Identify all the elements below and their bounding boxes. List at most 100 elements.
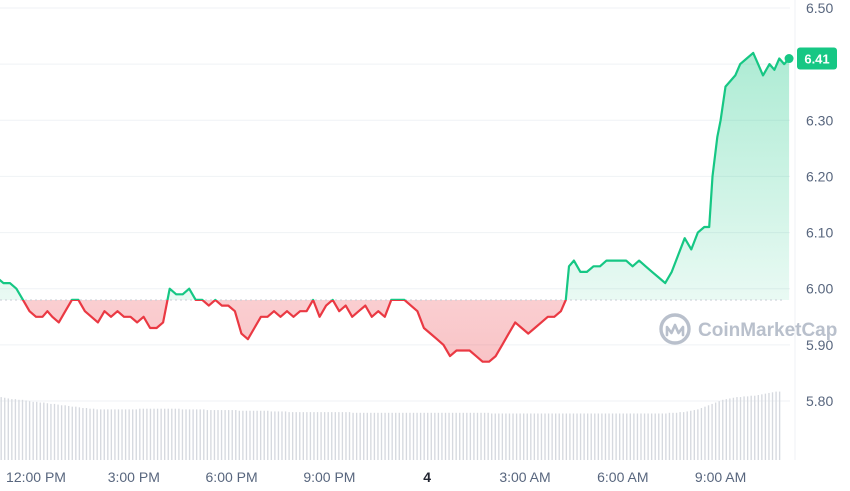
volume-bar (675, 412, 678, 460)
volume-bar (327, 412, 329, 460)
volume-bar (778, 391, 781, 460)
volume-bar (501, 413, 504, 460)
volume-bar (430, 412, 432, 460)
volume-bar (227, 410, 230, 460)
volume-bar (483, 412, 486, 460)
x-tick-label: 12:00 PM (6, 469, 66, 485)
volume-bar (306, 412, 308, 460)
volume-bar (11, 399, 13, 460)
volume-bar (636, 413, 639, 460)
volume-bar (643, 413, 646, 460)
volume-bar (693, 410, 695, 460)
volume-bar (718, 401, 720, 460)
volume-bar (36, 401, 38, 460)
volume-bar (530, 413, 532, 460)
volume-bar (736, 397, 738, 460)
volume-bar (71, 406, 73, 460)
volume-bar (60, 405, 63, 460)
volume-bar (373, 412, 376, 460)
volume-bar (398, 412, 400, 460)
volume-bar (491, 413, 493, 460)
volume-bar (665, 413, 667, 460)
volume-bar (43, 402, 45, 460)
current-price-dot (784, 54, 794, 64)
volume-bar (25, 400, 27, 460)
volume-bar (462, 412, 464, 460)
volume-bar (604, 413, 607, 460)
volume-bar (82, 408, 84, 460)
volume-bars (0, 391, 781, 460)
volume-bar (540, 413, 543, 460)
volume-bar (14, 399, 17, 460)
volume-bar (89, 408, 91, 460)
y-tick-label: 6.30 (806, 112, 833, 128)
volume-bar (171, 408, 173, 460)
volume-bar (494, 413, 496, 460)
volume-bar (512, 413, 514, 460)
volume-bar (167, 408, 169, 460)
volume-bar (608, 413, 610, 460)
volume-bar (366, 412, 368, 460)
volume-bar (252, 410, 255, 460)
volume-bar (423, 412, 425, 460)
volume-bar (117, 409, 120, 460)
volume-bar (174, 408, 177, 460)
volume-bar (576, 413, 578, 460)
volume-bar (412, 412, 415, 460)
volume-bar (647, 413, 649, 460)
volume-bar (196, 409, 198, 460)
volume-bar (323, 412, 326, 460)
volume-bar (132, 409, 134, 460)
x-tick-label: 6:00 AM (597, 469, 648, 485)
volume-bar (309, 412, 312, 460)
volume-bar (245, 410, 248, 460)
volume-bar (192, 409, 194, 460)
volume-bar (103, 409, 105, 460)
volume-bar (437, 412, 440, 460)
volume-bar (92, 408, 95, 460)
volume-bar (690, 410, 692, 460)
volume-bar (419, 412, 422, 460)
volume-bar (363, 412, 365, 460)
y-tick-label: 6.00 (806, 281, 833, 297)
volume-bar (39, 402, 41, 460)
volume-bar (78, 407, 81, 460)
volume-bar (185, 409, 187, 460)
volume-bar (380, 412, 383, 460)
volume-bar (594, 413, 596, 460)
volume-bar (139, 408, 141, 460)
volume-bar (213, 410, 216, 460)
volume-bar (100, 409, 102, 460)
volume-bar (75, 406, 77, 460)
current-price-badge: 6.41 (797, 47, 837, 70)
volume-bar (583, 413, 585, 460)
x-tick-label: 4 (423, 469, 431, 485)
price-line-down (21, 299, 567, 363)
volume-bar (597, 413, 600, 460)
volume-bar (370, 412, 372, 460)
y-tick-label: 5.80 (806, 393, 833, 409)
volume-bar (110, 409, 113, 460)
volume-bar (555, 413, 557, 460)
volume-bar (775, 391, 777, 460)
watermark-text: CoinMarketCap (698, 320, 837, 341)
volume-bar (281, 411, 283, 460)
volume-bar (480, 412, 482, 460)
volume-bar (519, 413, 521, 460)
y-tick-label: 5.90 (806, 337, 833, 353)
volume-bar (402, 412, 404, 460)
volume-bar (434, 412, 436, 460)
volume-bar (220, 410, 223, 460)
volume-bar (68, 405, 70, 460)
volume-bar (544, 413, 546, 460)
volume-bar (341, 412, 344, 460)
volume-bar (725, 399, 727, 460)
volume-bar (739, 397, 742, 460)
volume-bar (274, 411, 276, 460)
volume-bar (565, 413, 568, 460)
volume-bar (661, 413, 663, 460)
volume-bar (459, 412, 461, 460)
volume-bar (487, 412, 489, 460)
volume-bar (409, 412, 411, 460)
